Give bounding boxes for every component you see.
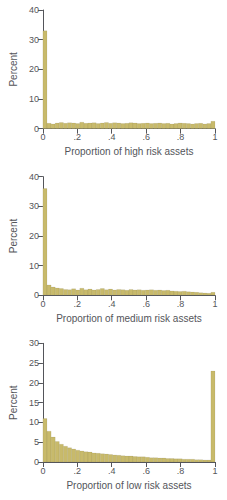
- svg-text:Proportion of high risk assets: Proportion of high risk assets: [64, 146, 193, 157]
- svg-text:Percent: Percent: [8, 52, 19, 87]
- svg-text:10: 10: [29, 261, 39, 271]
- svg-text:Proportion of medium risk asse: Proportion of medium risk assets: [56, 313, 202, 324]
- svg-text:.4: .4: [108, 299, 116, 309]
- svg-text:0: 0: [34, 457, 39, 467]
- svg-text:30: 30: [29, 35, 39, 45]
- svg-text:.4: .4: [108, 132, 116, 142]
- svg-text:0: 0: [40, 466, 45, 476]
- svg-text:.6: .6: [142, 466, 150, 476]
- svg-text:1: 1: [212, 299, 217, 309]
- svg-text:0: 0: [34, 290, 39, 300]
- svg-text:30: 30: [29, 338, 39, 348]
- svg-text:.8: .8: [177, 466, 185, 476]
- svg-text:.4: .4: [108, 466, 116, 476]
- svg-text:20: 20: [29, 231, 39, 241]
- svg-text:Percent: Percent: [8, 385, 19, 420]
- svg-text:Percent: Percent: [8, 219, 19, 254]
- svg-text:.8: .8: [177, 132, 185, 142]
- svg-text:15: 15: [29, 398, 39, 408]
- svg-text:.2: .2: [74, 299, 82, 309]
- svg-text:.8: .8: [177, 299, 185, 309]
- svg-text:20: 20: [29, 64, 39, 74]
- svg-text:0: 0: [40, 299, 45, 309]
- svg-text:.2: .2: [74, 466, 82, 476]
- svg-text:20: 20: [29, 378, 39, 388]
- svg-text:0: 0: [34, 124, 39, 134]
- svg-text:.6: .6: [142, 132, 150, 142]
- svg-text:.2: .2: [74, 132, 82, 142]
- svg-text:0: 0: [40, 132, 45, 142]
- svg-text:5: 5: [34, 437, 39, 447]
- svg-text:40: 40: [29, 172, 39, 182]
- svg-text:10: 10: [29, 94, 39, 104]
- svg-text:1: 1: [212, 466, 217, 476]
- svg-text:30: 30: [29, 201, 39, 211]
- svg-text:1: 1: [212, 132, 217, 142]
- svg-text:25: 25: [29, 358, 39, 368]
- svg-text:10: 10: [29, 417, 39, 427]
- svg-text:40: 40: [29, 5, 39, 15]
- svg-text:.6: .6: [142, 299, 150, 309]
- svg-text:Proportion of low risk assets: Proportion of low risk assets: [66, 480, 191, 491]
